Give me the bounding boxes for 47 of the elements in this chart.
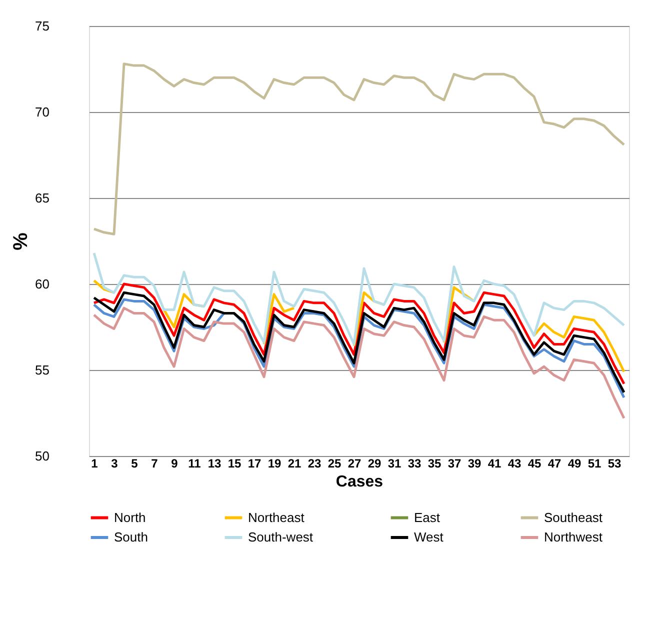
x-tick-label: 41	[488, 456, 502, 470]
x-tick-label: 21	[288, 456, 302, 470]
x-tick-label: 53	[608, 456, 622, 470]
legend-label: East	[414, 510, 440, 525]
x-axis-title: Cases	[336, 474, 384, 490]
legend-label: South	[114, 530, 148, 544]
legend-label: West	[414, 530, 444, 544]
line-series	[92, 62, 626, 236]
x-tick-label: 51	[588, 456, 602, 470]
x-tick-label: 49	[568, 456, 582, 470]
legend-label: Northeast	[248, 510, 305, 525]
x-tick-label: 25	[328, 456, 342, 470]
x-tick-label: 5	[131, 456, 138, 470]
line-series	[92, 282, 626, 386]
x-tick-label: 17	[248, 456, 262, 470]
x-tick-label: 47	[548, 456, 562, 470]
x-tick-label: 37	[448, 456, 462, 470]
line-series	[92, 252, 626, 346]
y-tick-label: 75	[35, 18, 50, 34]
x-tick-label: 39	[468, 456, 482, 470]
x-tick-label: 1	[91, 456, 98, 470]
legend-label: Southeast	[544, 510, 603, 525]
legend-label: North	[114, 510, 146, 525]
x-tick-label: 45	[528, 456, 542, 470]
x-tick-label: 31	[388, 456, 402, 470]
legend-label: Northwest	[544, 530, 603, 544]
x-tick-label: 35	[428, 456, 442, 470]
x-tick-label: 27	[348, 456, 362, 470]
x-tick-label: 43	[508, 456, 522, 470]
x-tick-label: 9	[171, 456, 178, 470]
y-tick-label: 50	[35, 448, 50, 464]
y-tick-label: 65	[35, 190, 50, 206]
x-tick-label: 15	[228, 456, 242, 470]
x-tick-label: 29	[368, 456, 382, 470]
x-tick-label: 23	[308, 456, 322, 470]
x-tick-label: 7	[151, 456, 158, 470]
x-tick-label: 11	[188, 456, 202, 470]
y-tick-label: 70	[35, 104, 50, 120]
x-tick-label: 19	[268, 456, 282, 470]
line-series	[92, 306, 626, 420]
y-axis-title: %	[10, 232, 32, 250]
y-tick-label: 60	[35, 276, 50, 292]
legend-label: South-west	[248, 530, 314, 544]
y-tick-label: 55	[35, 362, 50, 378]
x-tick-label: 3	[111, 456, 118, 470]
x-tick-label: 13	[208, 456, 222, 470]
x-tick-label: 33	[408, 456, 422, 470]
